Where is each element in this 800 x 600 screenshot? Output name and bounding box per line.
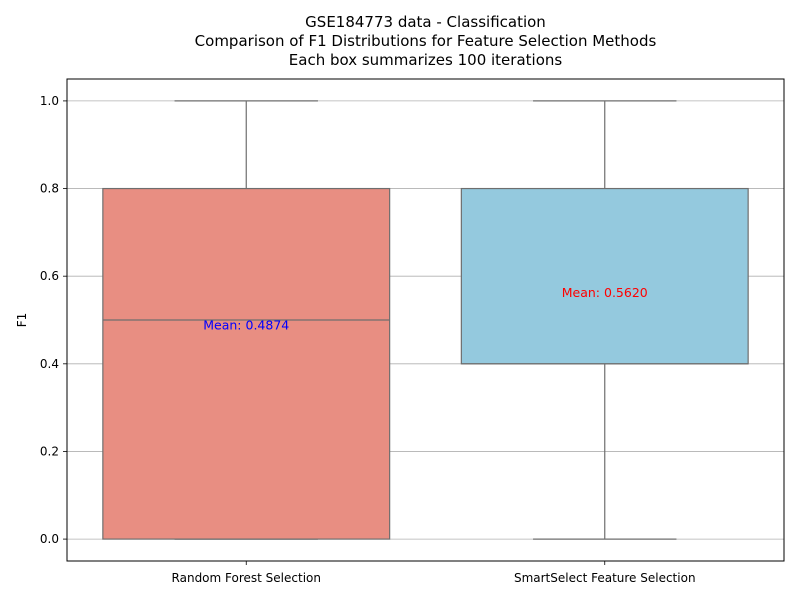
x-tick-label: SmartSelect Feature Selection	[514, 571, 696, 585]
y-tick-label: 0.6	[40, 269, 59, 283]
chart-title-line: Each box summarizes 100 iterations	[289, 51, 563, 69]
box-2: Mean: 0.5620	[460, 100, 749, 540]
y-tick-label: 0.2	[40, 444, 59, 458]
boxes: Mean: 0.4874 Mean: 0.5620	[102, 100, 749, 540]
chart-title-line: Comparison of F1 Distributions for Featu…	[195, 32, 657, 50]
y-tick-label: 0.0	[40, 532, 59, 546]
x-axis-ticks: Random Forest Selection SmartSelect Featu…	[172, 561, 696, 585]
y-tick-label: 0.8	[40, 182, 59, 196]
mean-label: Mean: 0.5620	[562, 285, 648, 300]
x-tick-label: Random Forest Selection	[172, 571, 321, 585]
box-iqr	[102, 187, 391, 540]
chart-title-line: GSE184773 data - Classification	[305, 13, 546, 31]
plot-area-frame	[66, 78, 785, 562]
y-tick-label: 0.4	[40, 357, 59, 371]
chart-title: GSE184773 data - ClassificationCompariso…	[195, 13, 657, 69]
box-iqr	[460, 187, 749, 365]
y-axis-label: F1	[15, 313, 29, 328]
y-axis-ticks: 0.0 0.2 0.4 0.6 0.8 1.0	[40, 94, 67, 546]
y-tick-label: 1.0	[40, 94, 59, 108]
mean-label: Mean: 0.4874	[203, 318, 289, 333]
box-1: Mean: 0.4874	[102, 100, 391, 540]
